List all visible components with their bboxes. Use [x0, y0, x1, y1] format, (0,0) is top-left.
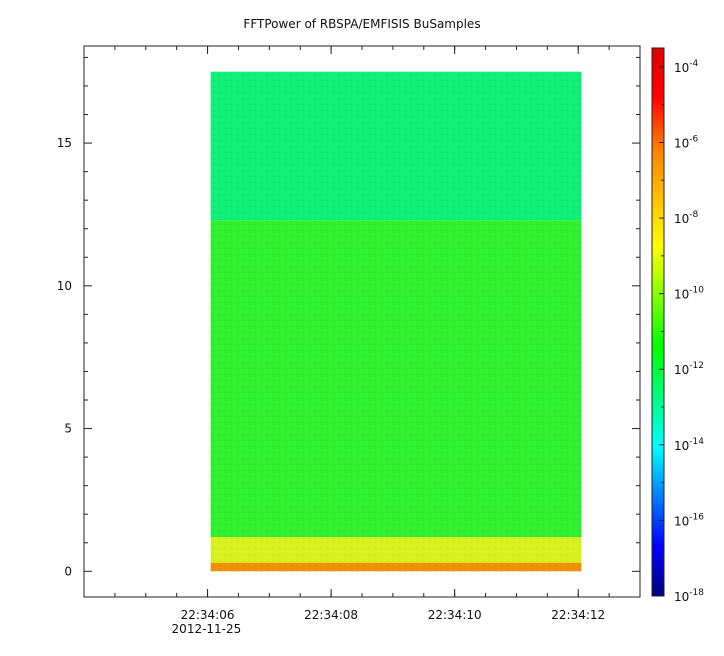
colorbar-tick-label: 10-12: [674, 361, 704, 377]
spectrogram-data: [210, 71, 582, 572]
colorbar-tick-label: 10-18: [674, 588, 704, 604]
x-tick-label: 22:34:10: [428, 608, 482, 622]
y-axis: 0 5 10 15: [57, 56, 640, 578]
x-tick-date-label: 2012-11-25: [172, 622, 242, 636]
colorbar-gradient: [651, 47, 665, 597]
chart-title: FFTPower of RBSPA/EMFISIS BuSamples: [243, 17, 481, 31]
y-tick-label: 0: [64, 564, 72, 578]
colorbar-tick-label: 10-8: [674, 210, 699, 226]
colorbar-tick-label: 10-14: [674, 437, 704, 453]
colorbar-tick-label: 10-16: [674, 512, 704, 528]
x-tick-label: 22:34:06: [181, 608, 235, 622]
y-tick-label: 10: [57, 279, 72, 293]
y-tick-label: 15: [57, 136, 72, 150]
y-tick-label: 5: [64, 422, 72, 436]
colorbar-tick-label: 10-10: [674, 286, 704, 302]
colorbar-tick-label: 10-6: [674, 134, 699, 150]
colorbar-tick-label: 10-4: [674, 59, 699, 75]
x-tick-label: 22:34:08: [304, 608, 358, 622]
spectrogram-texture: [210, 71, 582, 572]
x-tick-label: 22:34:12: [551, 608, 605, 622]
colorbar: 10-4 10-6 10-8 10-10 10-12 10-14 10-16 10-18: [651, 47, 704, 604]
